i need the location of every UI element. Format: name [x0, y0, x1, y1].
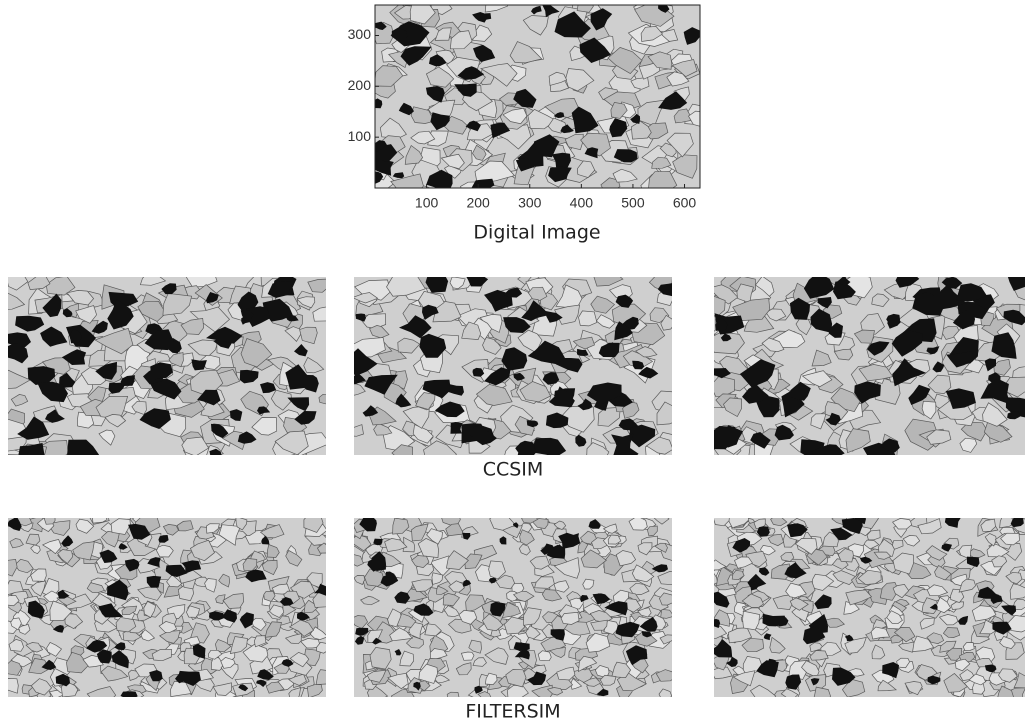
grain — [702, 296, 725, 316]
dark-phase — [18, 443, 45, 465]
y-tick-label: 300 — [348, 26, 372, 42]
figure: Digital Image CCSIM FILTERSIM 100 200 300 4… — [0, 0, 1025, 724]
grain — [461, 652, 474, 660]
grain — [44, 513, 55, 524]
micrograph — [345, 268, 681, 464]
x-tick-label: 200 — [466, 195, 490, 211]
y-tick-label: 100 — [348, 128, 372, 144]
grain — [319, 394, 332, 404]
grain — [538, 651, 551, 661]
x-tick-label: 300 — [518, 195, 542, 211]
micrograph — [0, 511, 339, 704]
caption: Digital Image — [473, 222, 600, 244]
x-tick-label: 600 — [673, 195, 697, 211]
dark-phase — [121, 691, 138, 700]
x-tick-label: 400 — [570, 195, 594, 211]
y-tick-label: 200 — [348, 77, 372, 93]
micrograph — [363, 0, 706, 200]
grain — [579, 311, 597, 326]
x-tick-label: 100 — [415, 195, 439, 211]
caption: FILTERSIM — [465, 701, 560, 723]
micrograph — [345, 511, 682, 706]
grain — [317, 642, 332, 653]
micrograph — [702, 268, 1025, 465]
grain — [447, 692, 459, 702]
micrograph — [0, 266, 338, 466]
grain — [316, 670, 336, 685]
grain — [813, 687, 831, 704]
x-tick-label: 500 — [621, 195, 645, 211]
caption: CCSIM — [483, 459, 544, 481]
micrograph — [701, 507, 1025, 705]
dark-phase — [1011, 514, 1024, 528]
